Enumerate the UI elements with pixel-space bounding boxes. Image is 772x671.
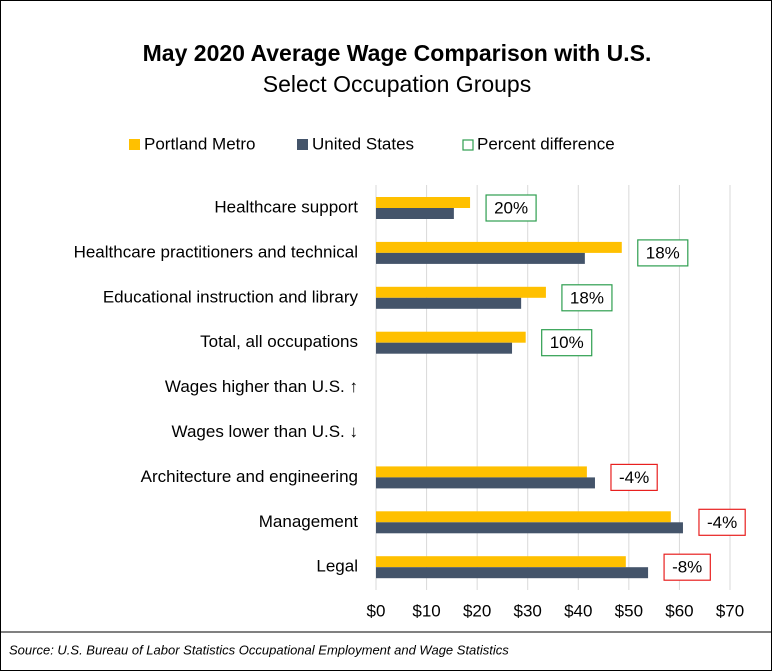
bar bbox=[376, 522, 683, 534]
chart-subtitle: Select Occupation Groups bbox=[263, 71, 531, 97]
bar bbox=[376, 567, 649, 579]
y-tick-label: Total, all occupations bbox=[200, 332, 358, 351]
percent-box bbox=[485, 194, 537, 222]
y-tick-label: Architecture and engineering bbox=[141, 467, 358, 486]
y-tick-label: Healthcare practitioners and technical bbox=[74, 242, 358, 261]
y-tick-label: Management bbox=[259, 512, 359, 531]
bar bbox=[376, 331, 526, 343]
bar bbox=[376, 208, 454, 219]
percent-label: 10% bbox=[550, 333, 584, 352]
bar bbox=[376, 241, 622, 253]
y-tick-label: Wages higher than U.S. ↑ bbox=[165, 377, 358, 396]
bar bbox=[376, 286, 546, 298]
percent-box bbox=[698, 508, 746, 536]
percent-box bbox=[561, 284, 613, 312]
legend-swatch bbox=[129, 139, 140, 150]
bar bbox=[376, 342, 513, 354]
percent-label: -4% bbox=[707, 513, 737, 532]
y-tick-label: Healthcare support bbox=[214, 197, 358, 216]
x-tick-label: $40 bbox=[564, 601, 592, 620]
x-tick-label: $10 bbox=[412, 601, 440, 620]
x-tick-label: $60 bbox=[665, 601, 693, 620]
x-tick-label: $70 bbox=[716, 601, 744, 620]
bar bbox=[376, 297, 522, 309]
x-tick-label: $0 bbox=[367, 601, 386, 620]
bar bbox=[376, 511, 671, 523]
percent-box bbox=[610, 463, 658, 491]
bar bbox=[376, 197, 471, 208]
chart-title: May 2020 Average Wage Comparison with U.… bbox=[143, 40, 652, 66]
bar bbox=[376, 252, 585, 264]
bar bbox=[376, 477, 595, 489]
source-note: Source: U.S. Bureau of Labor Statistics … bbox=[9, 642, 509, 657]
legend-label: United States bbox=[312, 134, 414, 153]
y-tick-label: Legal bbox=[316, 557, 358, 576]
percent-label: 18% bbox=[570, 288, 604, 307]
x-tick-label: $50 bbox=[615, 601, 643, 620]
x-tick-label: $30 bbox=[514, 601, 542, 620]
percent-label: -4% bbox=[619, 468, 649, 487]
percent-label: -8% bbox=[672, 558, 702, 577]
legend-swatch bbox=[462, 139, 474, 151]
legend-label: Percent difference bbox=[477, 134, 615, 153]
y-tick-label: Educational instruction and library bbox=[103, 287, 359, 306]
y-tick-label: Wages lower than U.S. ↓ bbox=[172, 422, 358, 441]
x-tick-label: $20 bbox=[463, 601, 491, 620]
percent-label: 18% bbox=[646, 243, 680, 262]
percent-box bbox=[663, 553, 711, 581]
percent-box bbox=[637, 239, 689, 267]
bar bbox=[376, 466, 587, 478]
legend-swatch bbox=[297, 139, 308, 150]
bar bbox=[376, 556, 626, 568]
percent-label: 20% bbox=[494, 198, 528, 217]
legend-label: Portland Metro bbox=[144, 134, 256, 153]
percent-box bbox=[541, 329, 593, 357]
